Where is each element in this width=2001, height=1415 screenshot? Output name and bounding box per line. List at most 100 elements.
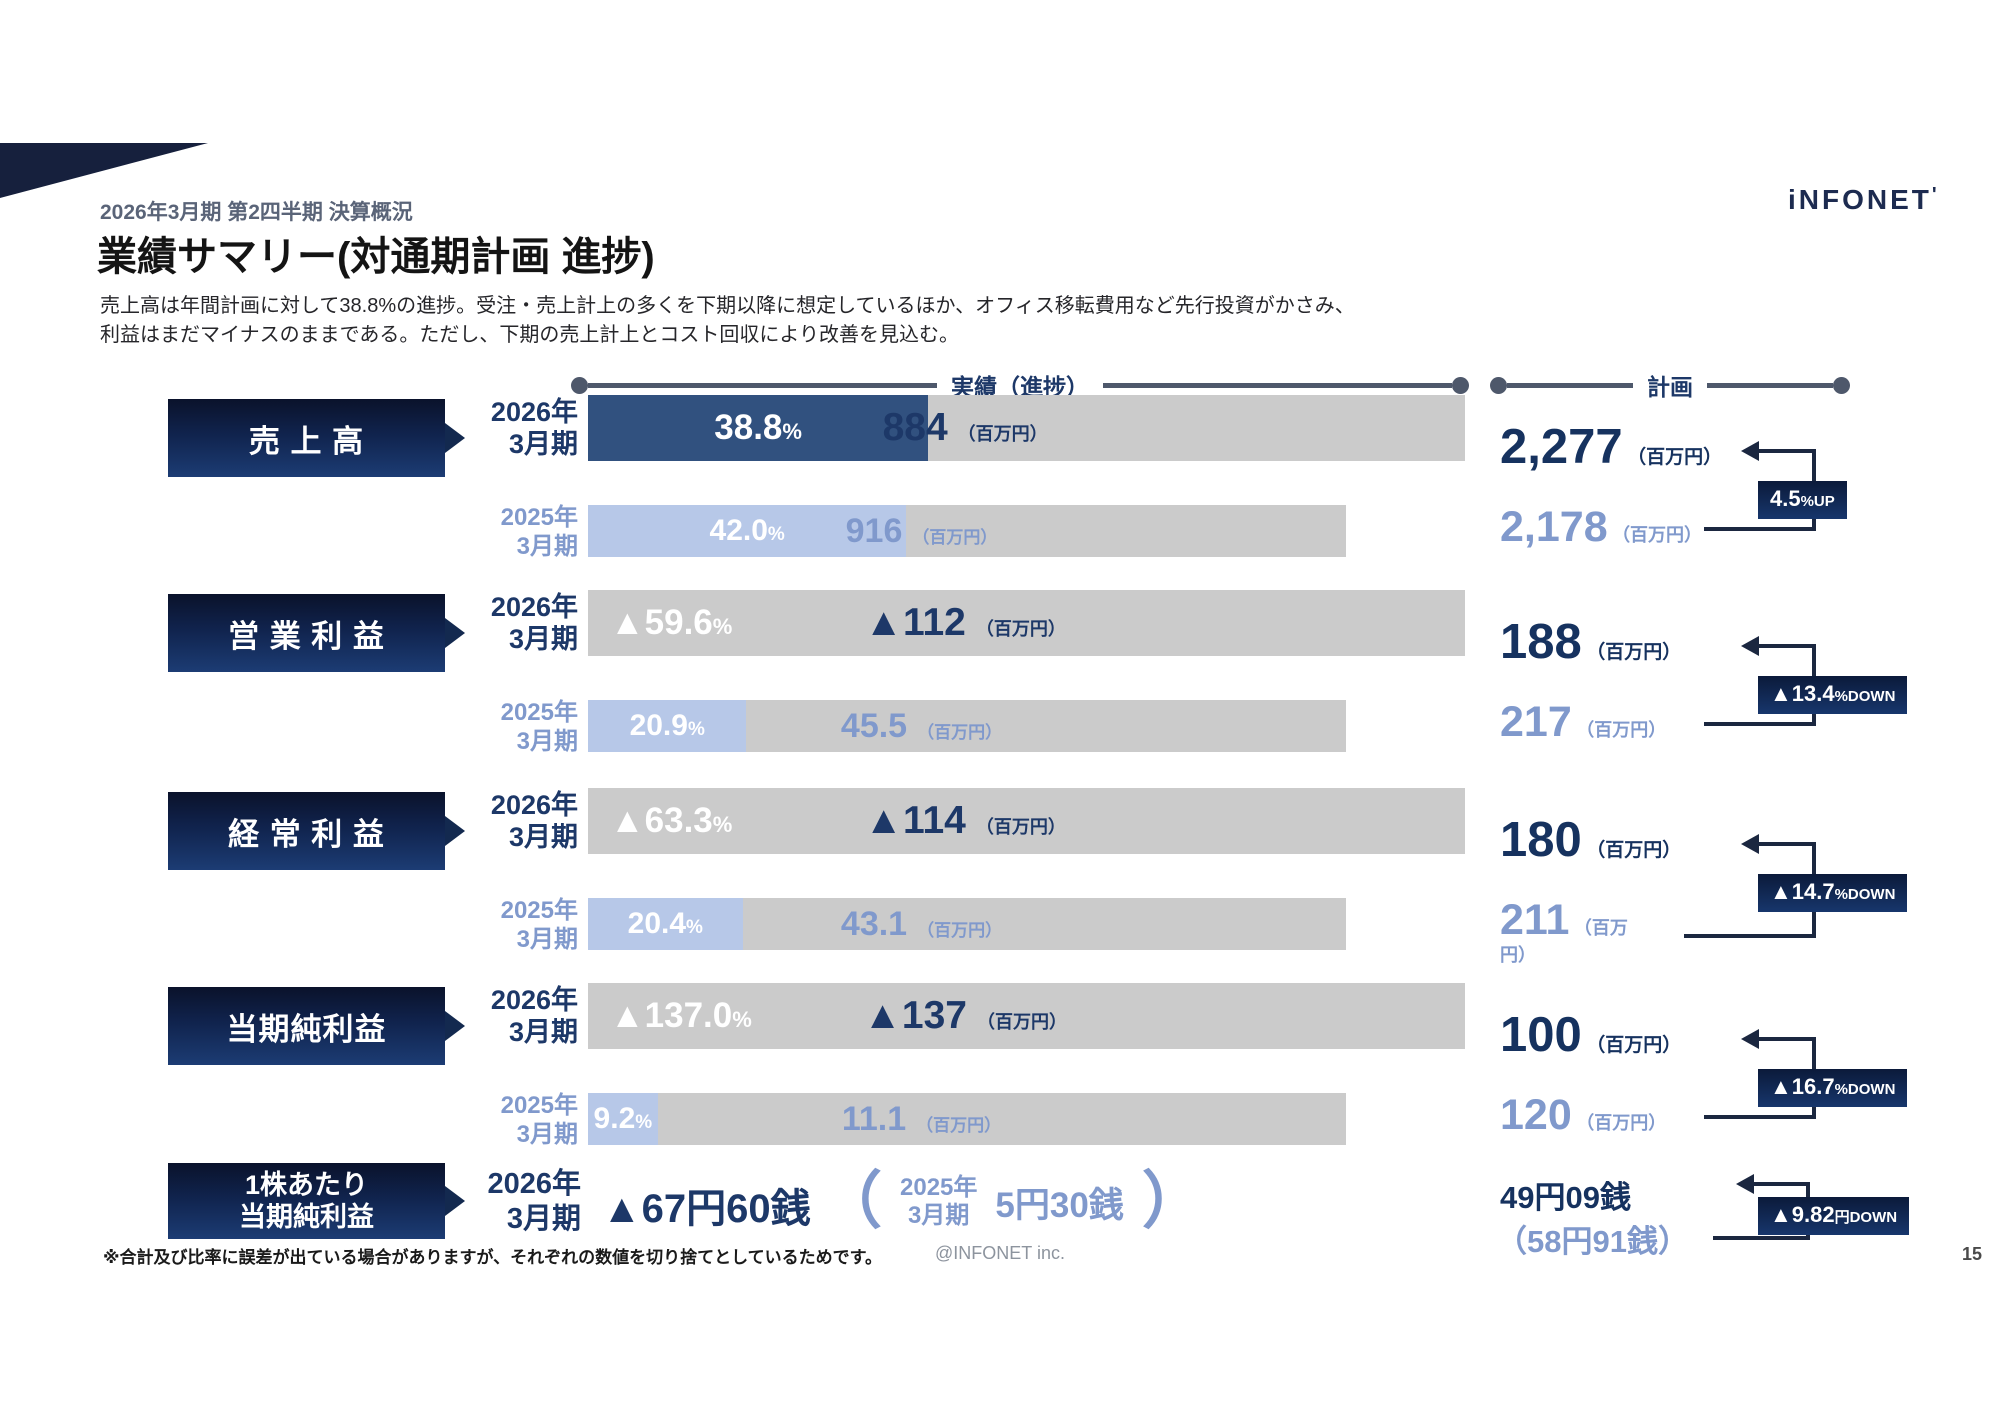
fy2026-year-label: 2026年 3月期 bbox=[490, 790, 578, 852]
fy2026-year-label: 2026年 3月期 bbox=[490, 592, 578, 654]
corner-wedge-decoration bbox=[0, 143, 208, 198]
plan-connector-line bbox=[1704, 527, 1816, 531]
footnote: ※合計及び比率に誤差が出ている場合がありますが、それぞれの数値を切り捨てとしてい… bbox=[103, 1248, 882, 1267]
plan-change-badge: ▲14.7 %DOWN bbox=[1758, 874, 1908, 912]
fy2025-year-label: 2025年 3月期 bbox=[500, 897, 578, 953]
eps-label-line1: 1株あたり bbox=[244, 1170, 369, 1200]
fy2026-progress-percent: ▲137.0% bbox=[610, 996, 752, 1035]
legend-plan: 計画 bbox=[1490, 368, 1850, 402]
summary-description-line2: 利益はまだマイナスのままである。ただし、下期の売上計上とコスト回収により改善を見… bbox=[100, 324, 959, 346]
plan-previous-value: 217 （百万円） bbox=[1500, 698, 1667, 746]
fy2025-actual-value: 916 （百万円） bbox=[845, 511, 998, 550]
plan-connector-line bbox=[1704, 722, 1816, 726]
eps-change-badge: ▲9.82 円DOWN bbox=[1758, 1197, 1910, 1235]
infonet-logo: iNFONET bbox=[1788, 184, 1940, 216]
fy2026-progress-bar: 38.8% 884 （百万円） bbox=[588, 395, 1465, 461]
eps-label-box: 1株あたり 当期純利益 bbox=[168, 1163, 445, 1239]
fy2025-year-label: 2025年 3月期 bbox=[500, 504, 578, 560]
plan-connector-arrow bbox=[1741, 1029, 1816, 1049]
fy2025-progress-fill: 42.0% bbox=[588, 505, 907, 557]
fy2026-progress-bar: ▲137.0% ▲137 （百万円） bbox=[588, 983, 1465, 1049]
plan-connector-arrow bbox=[1736, 1174, 1810, 1194]
fy2026-actual-value: ▲114 （百万円） bbox=[864, 799, 1066, 842]
fy2025-actual-value: 11.1 （百万円） bbox=[841, 1099, 1002, 1138]
fy2025-progress-fill: 9.2% bbox=[588, 1093, 658, 1145]
plan-connector-line bbox=[1704, 1115, 1816, 1119]
fy2026-progress-bar: ▲63.3% ▲114 （百万円） bbox=[588, 788, 1465, 854]
eps-previous-value: 5円30銭 bbox=[995, 1185, 1124, 1225]
plan-connector-arrow bbox=[1741, 636, 1816, 656]
metric-label-box: 営 業 利 益 bbox=[168, 594, 445, 672]
fy2025-actual-value: 43.1 （百万円） bbox=[840, 904, 1003, 943]
fy2025-progress-percent: 20.9% bbox=[629, 709, 705, 742]
metric-label: 経 常 利 益 bbox=[228, 816, 385, 852]
metric-label-box: 売 上 高 bbox=[168, 399, 445, 477]
plan-connector-line bbox=[1713, 1236, 1810, 1240]
plan-current-value: 2,277 （百万円） bbox=[1500, 420, 1723, 474]
plan-current-value: 188 （百万円） bbox=[1500, 615, 1682, 669]
fy2026-year-label: 2026年 3月期 bbox=[490, 985, 578, 1047]
legend-dot-icon bbox=[571, 376, 588, 394]
fy2026-actual-value: ▲112 （百万円） bbox=[864, 601, 1066, 644]
page-number: 15 bbox=[1962, 1244, 1983, 1264]
eps-previous-year-label: 2025年 3月期 bbox=[900, 1174, 978, 1229]
metric-label-box: 当期純利益 bbox=[168, 987, 445, 1065]
paren-close: ） bbox=[1141, 1167, 1204, 1236]
fy2025-progress-bar: 42.0% 916 （百万円） bbox=[588, 505, 1346, 557]
legend-dot-icon bbox=[1490, 376, 1507, 394]
legend-plan-label: 計画 bbox=[1647, 374, 1693, 400]
plan-current-value: 100 （百万円） bbox=[1500, 1008, 1682, 1062]
plan-change-badge: ▲16.7 %DOWN bbox=[1758, 1069, 1908, 1107]
fy2025-progress-percent: 42.0% bbox=[709, 514, 785, 547]
legend-line bbox=[1707, 382, 1833, 388]
fy2026-actual-value: ▲137 （百万円） bbox=[863, 994, 1067, 1037]
metric-label: 営 業 利 益 bbox=[228, 618, 385, 654]
fy2025-actual-value: 45.5 （百万円） bbox=[840, 706, 1003, 745]
summary-description-line1: 売上高は年間計画に対して38.8%の進捗。受注・売上計上の多くを下期以降に想定し… bbox=[100, 295, 1355, 317]
fy2026-progress-fill: 38.8% bbox=[588, 395, 929, 461]
eps-previous-group: （ 2025年 3月期 5円30銭 ） bbox=[820, 1160, 1204, 1244]
legend-line bbox=[1507, 382, 1633, 388]
fy2025-year-label: 2025年 3月期 bbox=[500, 699, 578, 755]
fy2025-progress-fill: 20.9% bbox=[588, 700, 747, 752]
fy2025-progress-fill: 20.4% bbox=[588, 898, 743, 950]
fy2026-year-label: 2026年 3月期 bbox=[490, 397, 578, 459]
plan-connector-line bbox=[1684, 934, 1816, 938]
legend-line bbox=[1103, 382, 1452, 388]
fy2025-progress-percent: 20.4% bbox=[627, 907, 703, 940]
fy2026-progress-bar: ▲59.6% ▲112 （百万円） bbox=[588, 590, 1465, 656]
fy2025-progress-percent: 9.2% bbox=[593, 1102, 653, 1135]
metric-label-box: 経 常 利 益 bbox=[168, 792, 445, 870]
plan-previous-value: 120 （百万円） bbox=[1500, 1091, 1667, 1139]
legend-dot-icon bbox=[1452, 376, 1469, 394]
paren-open: （ bbox=[820, 1167, 883, 1236]
metric-label: 当期純利益 bbox=[226, 1011, 387, 1047]
fy2025-progress-bar: 20.4% 43.1 （百万円） bbox=[588, 898, 1346, 950]
eps-current-value: ▲67円60銭 bbox=[602, 1187, 811, 1231]
summary-description: 売上高は年間計画に対して38.8%の進捗。受注・売上計上の多くを下期以降に想定し… bbox=[100, 292, 1355, 350]
fy2025-progress-bar: 20.9% 45.5 （百万円） bbox=[588, 700, 1346, 752]
plan-connector-arrow bbox=[1741, 441, 1816, 461]
plan-current-value: 180 （百万円） bbox=[1500, 813, 1682, 867]
slide-subtitle: 2026年3月期 第2四半期 決算概況 bbox=[100, 201, 413, 224]
plan-previous-value: 211 （百万円） bbox=[1500, 896, 1628, 966]
fy2026-progress-percent: 38.8% bbox=[714, 408, 802, 447]
eps-plan-current: 49円09銭 bbox=[1500, 1180, 1631, 1215]
fy2026-actual-value: 884 （百万円） bbox=[882, 406, 1048, 449]
eps-year-label: 2026年 3月期 bbox=[487, 1168, 581, 1235]
metric-label: 売 上 高 bbox=[248, 423, 365, 459]
fy2026-progress-percent: ▲63.3% bbox=[610, 801, 733, 840]
legend-dot-icon bbox=[1833, 376, 1850, 394]
eps-plan-previous: （58円91銭） bbox=[1496, 1224, 1689, 1259]
plan-previous-value: 2,178 （百万円） bbox=[1500, 503, 1703, 551]
plan-change-badge: 4.5 %UP bbox=[1758, 481, 1847, 519]
eps-label-line2: 当期純利益 bbox=[239, 1202, 374, 1232]
page-title: 業績サマリー(対通期計画 進捗) bbox=[97, 235, 655, 279]
fy2025-year-label: 2025年 3月期 bbox=[500, 1092, 578, 1148]
fy2026-progress-percent: ▲59.6% bbox=[610, 603, 733, 642]
copyright-credit: @INFONET inc. bbox=[935, 1243, 1065, 1263]
legend-line bbox=[588, 382, 937, 388]
plan-change-badge: ▲13.4 %DOWN bbox=[1758, 676, 1908, 714]
fy2025-progress-bar: 9.2% 11.1 （百万円） bbox=[588, 1093, 1346, 1145]
